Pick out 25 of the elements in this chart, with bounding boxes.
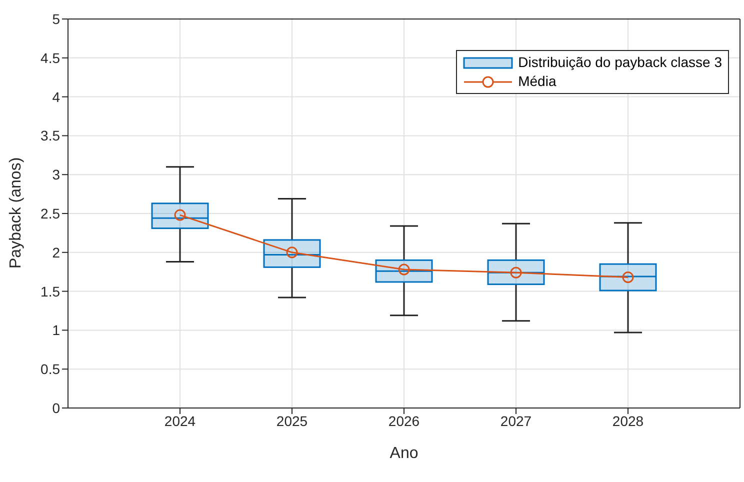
y-tick-label: 1 [52,322,60,338]
y-tick-label: 2.5 [40,205,60,222]
y-tick-label: 0.5 [40,361,60,378]
y-tick-label: 2 [52,244,60,260]
x-tick-label: 2027 [500,412,532,429]
point [286,246,298,258]
y-tick-label: 0 [52,400,60,416]
point [398,264,410,276]
legend-label: Média [518,72,556,91]
y-tick-label: 3.5 [40,128,60,144]
point [510,266,522,278]
y-tick-label: 5 [52,10,60,27]
y-tick-label: 4.5 [40,50,60,66]
point [174,209,186,221]
point [622,272,634,284]
x-tick-label: 2028 [612,412,644,429]
x-axis-title: Ano [390,445,418,462]
y-axis-title: Payback (anos) [8,157,25,268]
y-tick-label: 1.5 [40,283,60,300]
y-tick-label: 4 [52,88,60,105]
legend-label: Distribuição do payback classe 3 [518,53,722,72]
x-tick-label: 2024 [164,412,196,429]
x-tick-label: 2025 [276,412,308,429]
x-tick-label: 2026 [388,412,420,429]
y-tick-label: 3 [52,166,60,183]
